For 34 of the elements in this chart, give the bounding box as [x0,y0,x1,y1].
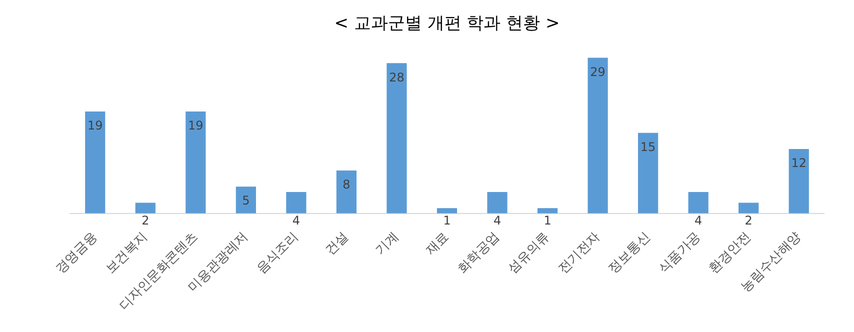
data-label: 12 [791,156,807,170]
bar [738,202,759,214]
bar [386,63,407,214]
data-label: 19 [188,118,204,133]
bar [788,149,809,214]
x-tick-label: 기계 [372,230,402,259]
x-tick-label: 건설 [322,230,352,259]
bar [638,132,658,214]
data-label: 4 [493,214,502,228]
bar [85,111,106,214]
bar [286,192,306,214]
data-label: 5 [242,194,250,208]
chart-title: < 교과군별 개편 학과 현황 > [334,14,560,34]
bar [688,192,708,214]
data-label: 29 [590,64,606,79]
data-label: 8 [342,178,350,192]
data-label: 4 [292,214,300,228]
data-label: 4 [694,214,702,228]
bar [487,192,508,214]
data-label: 28 [389,70,404,84]
data-label: 15 [640,140,656,154]
bar [236,186,256,214]
bar [588,58,608,214]
bar [186,111,206,214]
x-tick-label: 재료 [423,230,452,259]
bar [135,202,156,214]
data-label: 1 [443,214,451,228]
data-label: 19 [87,118,103,133]
bar [436,208,458,214]
bar [537,208,558,214]
bar [336,170,357,214]
data-label: 2 [744,214,752,228]
data-label: 1 [544,214,552,228]
data-label: 2 [142,214,150,228]
